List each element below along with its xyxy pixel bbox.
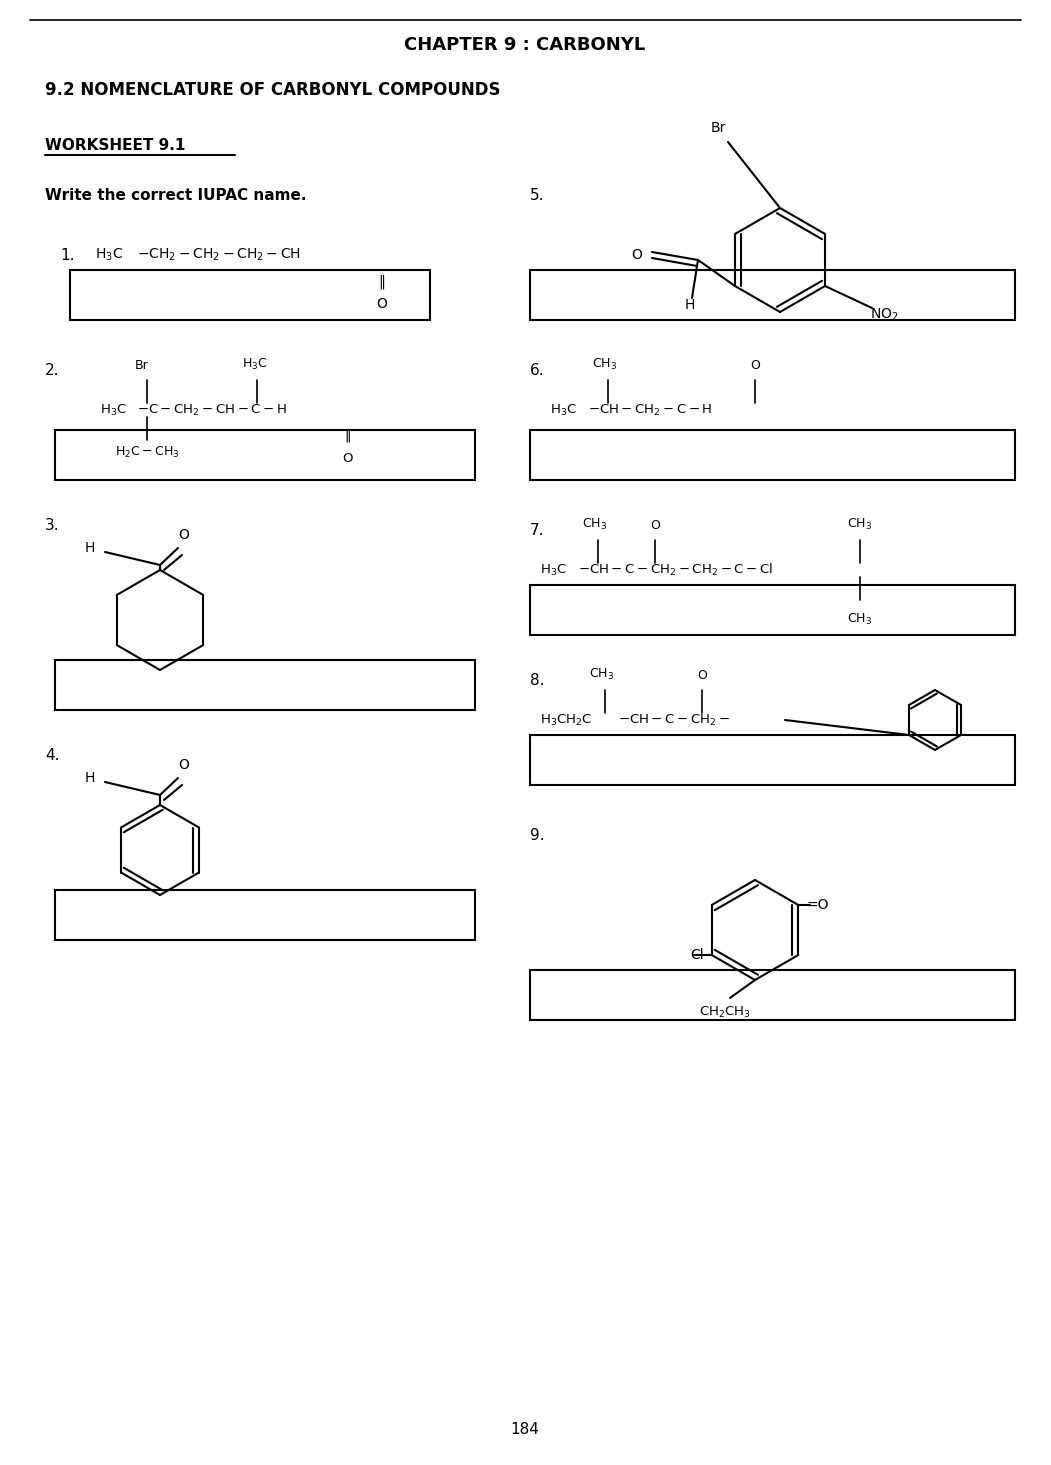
- Text: $\mathregular{CH_3}$: $\mathregular{CH_3}$: [593, 357, 618, 372]
- Text: $\mathregular{CH_3}$: $\mathregular{CH_3}$: [590, 667, 615, 683]
- Text: 3.: 3.: [45, 517, 60, 532]
- Text: $\mathregular{H_3C}$: $\mathregular{H_3C}$: [540, 563, 566, 577]
- Text: $\mathregular{H_3CH_2C}$: $\mathregular{H_3CH_2C}$: [540, 712, 593, 728]
- Text: 2.: 2.: [45, 362, 60, 378]
- Bar: [55, 431, 475, 481]
- Text: Cl: Cl: [691, 948, 704, 963]
- Text: $\mathregular{CH_3}$: $\mathregular{CH_3}$: [847, 612, 872, 627]
- Text: O: O: [697, 670, 707, 683]
- Bar: [55, 891, 475, 941]
- Text: =O: =O: [806, 898, 829, 913]
- Text: O: O: [178, 757, 189, 772]
- Text: WORKSHEET 9.1: WORKSHEET 9.1: [45, 138, 185, 152]
- Text: O: O: [651, 519, 660, 532]
- Text: $-\mathregular{CH}-\mathregular{C}-\mathregular{CH_2}-\mathregular{CH_2}-\mathre: $-\mathregular{CH}-\mathregular{C}-\math…: [578, 563, 774, 579]
- Text: 9.: 9.: [530, 828, 544, 842]
- Bar: [530, 270, 1015, 319]
- Text: $-\mathregular{CH_2}-\mathregular{CH_2}-\mathregular{CH_2}-\mathregular{CH}$: $-\mathregular{CH_2}-\mathregular{CH_2}-…: [137, 246, 301, 264]
- Text: $\mathregular{CH_3}$: $\mathregular{CH_3}$: [582, 517, 607, 532]
- Text: $-\mathregular{CH}-\mathregular{CH_2}-\mathregular{C}-\mathregular{H}$: $-\mathregular{CH}-\mathregular{CH_2}-\m…: [588, 403, 713, 418]
- Text: 9.2 NOMENCLATURE OF CARBONYL COMPOUNDS: 9.2 NOMENCLATURE OF CARBONYL COMPOUNDS: [45, 81, 500, 100]
- Text: $-\mathregular{C}-\mathregular{CH_2}-\mathregular{CH}-\mathregular{C}-\mathregul: $-\mathregular{C}-\mathregular{CH_2}-\ma…: [137, 403, 287, 418]
- Text: 1.: 1.: [60, 248, 75, 262]
- Text: H: H: [85, 771, 95, 785]
- Text: $\mathregular{H_3C}$: $\mathregular{H_3C}$: [95, 246, 123, 264]
- Text: $\mathregular{CH_3}$: $\mathregular{CH_3}$: [847, 517, 872, 532]
- Text: H: H: [685, 297, 695, 312]
- Text: $-\mathregular{CH}-\mathregular{C}-\mathregular{CH_2}-$: $-\mathregular{CH}-\mathregular{C}-\math…: [618, 712, 730, 728]
- Text: Write the correct IUPAC name.: Write the correct IUPAC name.: [45, 188, 307, 202]
- Text: 184: 184: [511, 1423, 539, 1437]
- Text: 8.: 8.: [530, 672, 544, 687]
- Bar: [70, 270, 430, 319]
- Text: 6.: 6.: [530, 362, 544, 378]
- Text: $\Vert$: $\Vert$: [378, 272, 386, 292]
- Text: O: O: [631, 248, 642, 262]
- Text: $\Vert$: $\Vert$: [344, 428, 350, 444]
- Text: Br: Br: [710, 122, 725, 135]
- Text: $\mathregular{H_3C}$: $\mathregular{H_3C}$: [100, 403, 127, 418]
- Bar: [530, 735, 1015, 785]
- Text: $\mathregular{CH_2CH_3}$: $\mathregular{CH_2CH_3}$: [699, 1005, 751, 1020]
- Text: O: O: [178, 527, 189, 542]
- Text: O: O: [376, 297, 388, 311]
- Text: O: O: [342, 453, 352, 464]
- Text: $\mathregular{H_3C}$: $\mathregular{H_3C}$: [550, 403, 577, 418]
- Bar: [530, 585, 1015, 634]
- Text: 7.: 7.: [530, 523, 544, 538]
- Text: O: O: [750, 359, 760, 372]
- Text: 4.: 4.: [45, 747, 60, 762]
- Text: H: H: [85, 541, 95, 555]
- Bar: [530, 970, 1015, 1020]
- Bar: [530, 431, 1015, 481]
- Text: 5.: 5.: [530, 188, 544, 202]
- Text: $\mathregular{H_2C}-\mathregular{CH_3}$: $\mathregular{H_2C}-\mathregular{CH_3}$: [115, 444, 180, 460]
- Text: $\mathregular{H_3C}$: $\mathregular{H_3C}$: [242, 357, 268, 372]
- Bar: [55, 661, 475, 711]
- Text: $\mathregular{NO_2}$: $\mathregular{NO_2}$: [870, 306, 899, 324]
- Text: Br: Br: [136, 359, 149, 372]
- Text: CHAPTER 9 : CARBONYL: CHAPTER 9 : CARBONYL: [405, 37, 645, 54]
